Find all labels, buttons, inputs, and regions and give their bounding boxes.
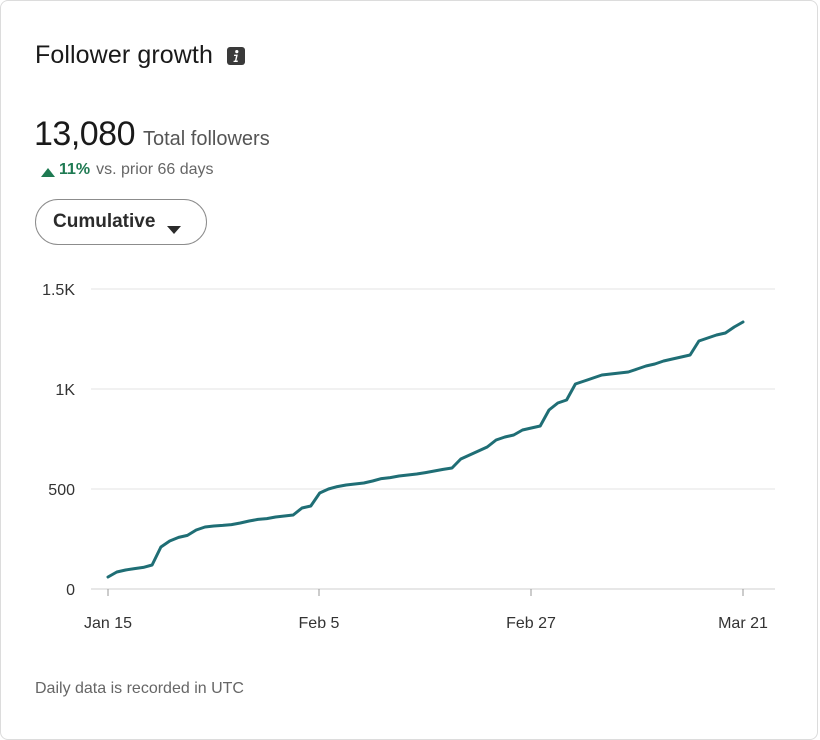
- change-row: 11% vs. prior 66 days: [41, 161, 214, 179]
- caret-down-icon: [167, 218, 182, 234]
- y-tick-label: 1.5K: [42, 282, 75, 299]
- total-followers-count: 13,080: [34, 115, 136, 153]
- change-label: vs. prior 66 days: [96, 161, 214, 178]
- cumulative-dropdown[interactable]: Cumulative: [35, 199, 207, 245]
- y-tick-label: 500: [48, 482, 75, 499]
- x-tick-label: Feb 5: [299, 615, 340, 632]
- up-triangle-icon: [41, 165, 55, 177]
- info-icon[interactable]: [226, 46, 245, 65]
- x-tick-label: Mar 21: [718, 615, 768, 632]
- utc-footnote: Daily data is recorded in UTC: [35, 680, 244, 697]
- change-percent: 11%: [59, 161, 91, 178]
- y-tick-label: 0: [66, 582, 75, 599]
- title-row: Follower growth: [35, 41, 245, 70]
- dropdown-label: Cumulative: [53, 211, 156, 232]
- card-title: Follower growth: [35, 41, 213, 69]
- x-tick-label: Feb 27: [506, 615, 556, 632]
- total-followers-label: Total followers: [143, 128, 270, 150]
- series-line-followers: [106, 320, 745, 579]
- y-tick-label: 1K: [55, 382, 75, 399]
- follower-growth-chart: 0 500 1K 1.5K Jan 15 Feb 5 Feb 27 Mar 21: [42, 282, 775, 632]
- x-tick-label: Jan 15: [84, 615, 132, 632]
- total-followers-row: 13,080 Total followers: [34, 115, 270, 154]
